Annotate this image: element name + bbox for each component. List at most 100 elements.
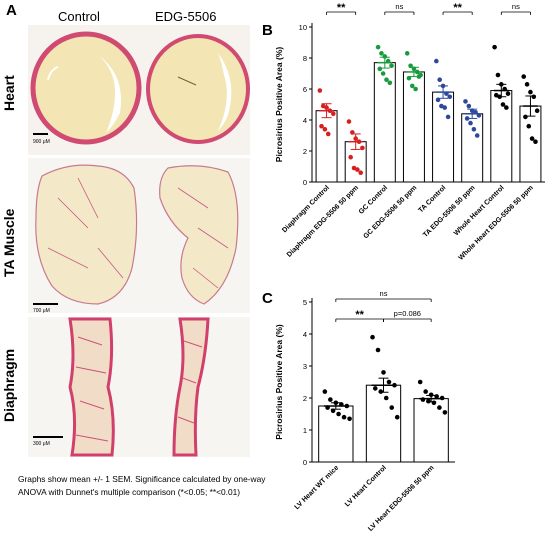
chart0-point-6-3 — [502, 86, 507, 92]
chart1-point-0-4 — [344, 403, 350, 409]
chart0-point-5-0 — [463, 99, 468, 104]
chart0-point-3-3 — [414, 69, 420, 75]
chart0-point-7-4 — [534, 108, 540, 113]
chart0-point-7-0 — [521, 74, 527, 79]
chart0-point-5-8 — [474, 133, 480, 138]
chart1-ytick-label-0: 0 — [303, 458, 307, 467]
diaphragm-control-fibers — [75, 336, 109, 442]
chart1-point-0-0 — [322, 389, 328, 394]
chart0-sig-label-2: ** — [453, 2, 462, 14]
chart0-point-6-8 — [504, 105, 509, 110]
chart0-sig-label-0: ** — [337, 2, 346, 14]
chart0-bar-0 — [315, 110, 338, 183]
chart0-point-3-8 — [416, 74, 422, 79]
chart0-ytick-label-0: 0 — [303, 178, 307, 187]
diaphragm-edg-image — [172, 317, 210, 457]
chart0-point-7-7 — [529, 136, 535, 141]
chart0-point-2-0 — [375, 44, 381, 50]
chart0-point-5-1 — [466, 103, 472, 109]
chart0-bar-7 — [519, 105, 542, 183]
chart0-point-1-4 — [360, 145, 365, 151]
chart1-point-1-4 — [392, 382, 397, 388]
row-label-diaphragm: Diaphragm — [1, 348, 17, 422]
row-label-heart: Heart — [1, 75, 17, 111]
chart1-ytick-label-3: 3 — [303, 362, 307, 371]
chart0-ytick-label-4: 4 — [303, 116, 307, 125]
chart1-category-label-0: LV Heart WT mice — [294, 464, 341, 511]
chart0-point-6-0 — [492, 44, 497, 50]
diaphragm-control-image — [68, 317, 115, 457]
scalebar-ta — [33, 303, 58, 305]
chart1-point-2-0 — [417, 379, 423, 385]
chart1-sig-label-2: p=0.086 — [394, 309, 421, 318]
diaphragm-bg — [28, 317, 250, 457]
chart1-ytick-label-5: 5 — [303, 298, 307, 307]
scalebar-diaphragm — [33, 436, 63, 438]
chart0-point-1-7 — [355, 167, 360, 172]
chart0-point-0-6 — [322, 127, 328, 132]
chart0-point-1-2 — [353, 136, 358, 141]
chart0-point-7-8 — [533, 139, 538, 144]
chart1-ytick-label-4: 4 — [303, 330, 307, 339]
chart0-point-4-1 — [437, 77, 443, 82]
chart0-point-5-7 — [471, 127, 477, 132]
chart0-point-3-1 — [408, 63, 413, 69]
column-header-control: Control — [58, 9, 100, 24]
heart-micrographs — [28, 25, 250, 155]
chart0-point-5-6 — [468, 120, 473, 126]
chart1-point-1-6 — [378, 389, 384, 394]
chart0-category-label-2: GC Control — [358, 184, 389, 215]
chart0-point-7-1 — [524, 82, 530, 87]
scalebar-heart — [33, 133, 48, 135]
chart0-point-0-7 — [325, 131, 331, 137]
ta-control-fibers — [47, 177, 124, 279]
column-header-edg: EDG-5506 — [155, 9, 217, 24]
chart0-point-2-2 — [382, 54, 388, 59]
chart1-bar-1 — [365, 384, 402, 463]
chart0-point-6-2 — [499, 82, 504, 87]
chart1-point-0-7 — [336, 411, 341, 417]
chart0-point-1-5 — [348, 154, 353, 160]
panel-c-letter: C — [262, 290, 273, 307]
chart0-point-6-4 — [505, 91, 511, 96]
chart1-point-1-7 — [383, 395, 389, 401]
diaphragm-edg-fibers — [177, 340, 203, 424]
chart0-point-7-6 — [526, 123, 532, 129]
chart1-point-0-3 — [339, 402, 344, 407]
chart1-point-1-0 — [370, 334, 375, 340]
chart0-point-4-2 — [440, 83, 446, 89]
figure-caption: Graphs show mean +/- 1 SEM. Significance… — [18, 474, 266, 497]
chart0-point-3-5 — [406, 75, 412, 81]
chart0-ytick-label-10: 10 — [299, 23, 307, 32]
chart1-point-0-5 — [325, 405, 330, 410]
chart1-point-1-2 — [381, 370, 386, 375]
chart0-point-5-4 — [476, 113, 482, 118]
chart0-point-2-4 — [389, 63, 394, 69]
chart0-point-2-6 — [380, 71, 386, 76]
chart1-point-0-1 — [328, 397, 333, 402]
ta-micrographs — [28, 158, 250, 313]
chart0-ytick-label-8: 8 — [303, 54, 307, 63]
chart1-point-1-8 — [389, 405, 395, 410]
chart1-point-2-2 — [428, 392, 434, 398]
chart0-point-4-3 — [444, 91, 449, 96]
chart0-point-1-0 — [346, 119, 352, 124]
chart1-ytick-label-1: 1 — [303, 426, 307, 435]
panel-a-letter: A — [6, 2, 17, 19]
chart0-point-0-3 — [327, 108, 333, 113]
chart0-point-1-3 — [356, 139, 362, 144]
chart1-point-2-7 — [431, 400, 437, 406]
chart0-point-7-2 — [528, 89, 533, 95]
chart0-category-label-4: TA Control — [418, 184, 448, 214]
chart1-sig-label-0: ns — [380, 289, 388, 298]
chart1-point-2-6 — [426, 398, 431, 404]
ta-control-image — [35, 164, 138, 305]
chart0-point-4-7 — [442, 105, 448, 110]
chart1-point-2-1 — [423, 389, 428, 394]
chart0-sig-label-3: ns — [512, 2, 520, 11]
chart1-point-0-9 — [347, 416, 352, 422]
chart0-point-2-8 — [387, 80, 393, 86]
chart1-bar-2 — [413, 398, 449, 463]
row-label-ta-muscle: TA Muscle — [1, 208, 17, 277]
chart0-point-1-8 — [358, 170, 364, 175]
